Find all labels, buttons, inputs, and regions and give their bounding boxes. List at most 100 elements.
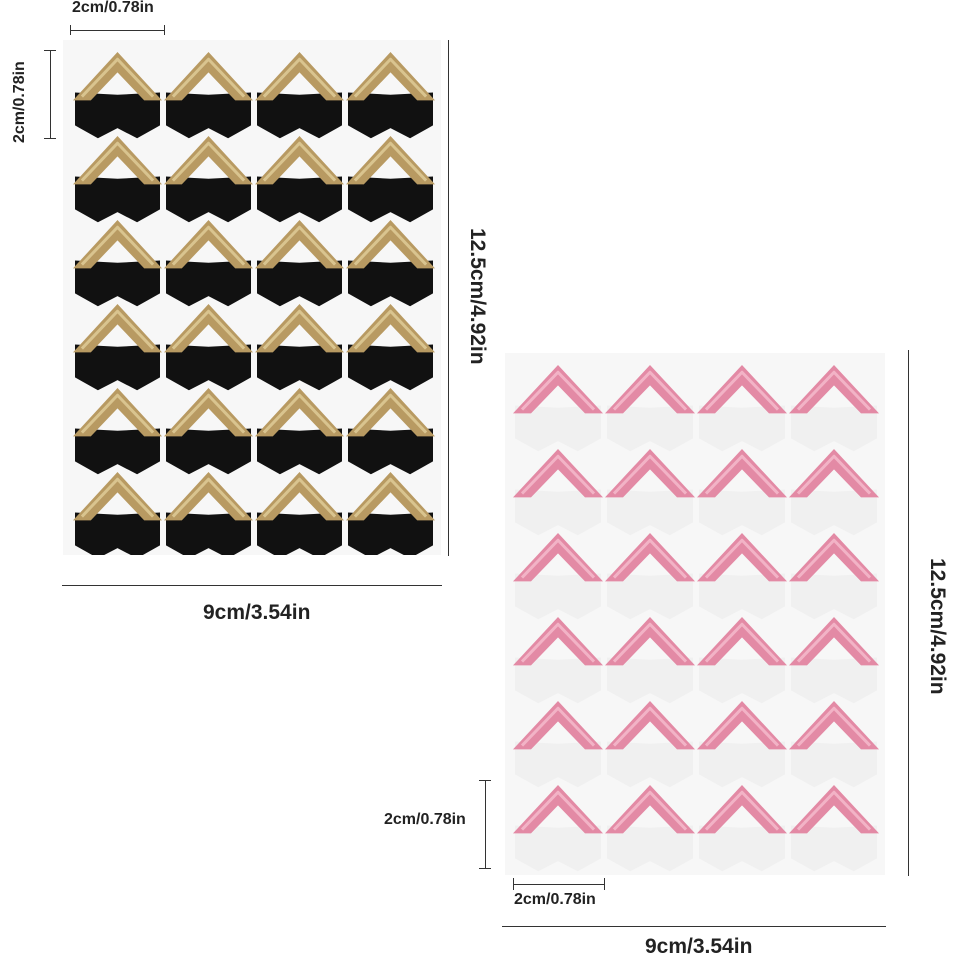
corner-backing: [257, 260, 342, 307]
photo-corner: [73, 304, 162, 391]
corner-highlight: [262, 309, 337, 350]
corner-triangle: [346, 388, 435, 437]
corner-highlight: [262, 57, 337, 98]
corner-backing: [166, 512, 251, 555]
corner-triangle: [73, 304, 162, 353]
corner-highlight: [80, 393, 155, 434]
corner-backing: [348, 176, 433, 223]
corner-backing: [75, 428, 160, 475]
corner-triangle: [789, 365, 879, 414]
corner-triangle: [513, 785, 603, 834]
corner-backing: [257, 176, 342, 223]
photo-corner: [346, 52, 435, 139]
corner-highlight: [80, 225, 155, 266]
corner-highlight: [262, 225, 337, 266]
corner-highlight: [353, 393, 428, 434]
corner-highlight: [171, 393, 246, 434]
corner-highlight: [80, 309, 155, 350]
corner-backing: [75, 260, 160, 307]
gold-sheet-width-line: [62, 585, 442, 586]
corner-triangle: [697, 449, 787, 498]
corner-backing: [607, 741, 693, 788]
corner-triangle: [697, 785, 787, 834]
photo-corner: [789, 701, 879, 788]
corner-highlight: [262, 477, 337, 518]
corner-highlight: [612, 790, 688, 831]
photo-corner: [513, 701, 603, 788]
photo-corner: [605, 785, 695, 872]
corner-backing: [515, 573, 601, 620]
corner-triangle: [605, 449, 695, 498]
corner-triangle: [605, 617, 695, 666]
corner-backing: [699, 405, 785, 452]
corner-triangle: [73, 52, 162, 101]
corner-backing: [699, 573, 785, 620]
photo-corner: [73, 52, 162, 139]
corner-backing: [791, 405, 877, 452]
photo-corner: [605, 449, 695, 536]
photo-corner: [346, 472, 435, 555]
pink-corner-width-tick-left: [513, 878, 514, 890]
corner-triangle: [789, 785, 879, 834]
photo-corner: [255, 472, 344, 555]
corner-highlight: [353, 57, 428, 98]
corner-highlight: [612, 370, 688, 411]
gold-sheet-height-line: [448, 40, 449, 556]
corner-triangle: [164, 52, 253, 101]
corner-backing: [699, 825, 785, 872]
corner-highlight: [171, 57, 246, 98]
corner-backing: [257, 344, 342, 391]
corner-highlight: [796, 790, 872, 831]
corner-backing: [166, 260, 251, 307]
corner-triangle: [697, 533, 787, 582]
corner-backing: [607, 657, 693, 704]
corner-triangle: [73, 472, 162, 521]
corner-backing: [348, 260, 433, 307]
corner-triangle: [789, 701, 879, 750]
gold-corner-grid: [73, 52, 435, 555]
gold-corner-width-label: 2cm/0.78in: [72, 0, 154, 16]
corner-backing: [515, 405, 601, 452]
photo-corner: [789, 533, 879, 620]
corner-backing: [515, 657, 601, 704]
photo-corner: [697, 701, 787, 788]
corner-backing: [699, 741, 785, 788]
corner-triangle: [164, 388, 253, 437]
corner-triangle: [513, 449, 603, 498]
corner-triangle: [605, 533, 695, 582]
corner-triangle: [255, 472, 344, 521]
pink-corner-height-line: [485, 780, 486, 868]
photo-corner: [513, 449, 603, 536]
corner-triangle: [605, 365, 695, 414]
photo-corner: [697, 365, 787, 452]
corner-highlight: [704, 370, 780, 411]
corner-highlight: [353, 309, 428, 350]
pink-corner-width-tick-right: [604, 878, 605, 890]
corner-triangle: [255, 304, 344, 353]
corner-backing: [515, 825, 601, 872]
photo-corner: [605, 617, 695, 704]
corner-triangle: [73, 388, 162, 437]
corner-triangle: [513, 365, 603, 414]
corner-highlight: [520, 538, 596, 579]
pink-sheet-height-line: [908, 350, 909, 876]
corner-highlight: [612, 538, 688, 579]
photo-corner: [605, 365, 695, 452]
corner-triangle: [346, 220, 435, 269]
photo-corner: [513, 785, 603, 872]
photo-corner: [789, 449, 879, 536]
photo-corner: [697, 533, 787, 620]
corner-triangle: [789, 533, 879, 582]
corner-highlight: [80, 141, 155, 182]
photo-corner: [164, 304, 253, 391]
photo-corner: [789, 617, 879, 704]
gold-sheet-height-label: 12.5cm/4.92in: [466, 228, 489, 365]
corner-highlight: [353, 225, 428, 266]
corner-backing: [607, 405, 693, 452]
corner-highlight: [520, 706, 596, 747]
photo-corner: [346, 136, 435, 223]
corner-highlight: [353, 141, 428, 182]
photo-corner: [346, 304, 435, 391]
corner-backing: [166, 344, 251, 391]
photo-corner: [255, 304, 344, 391]
